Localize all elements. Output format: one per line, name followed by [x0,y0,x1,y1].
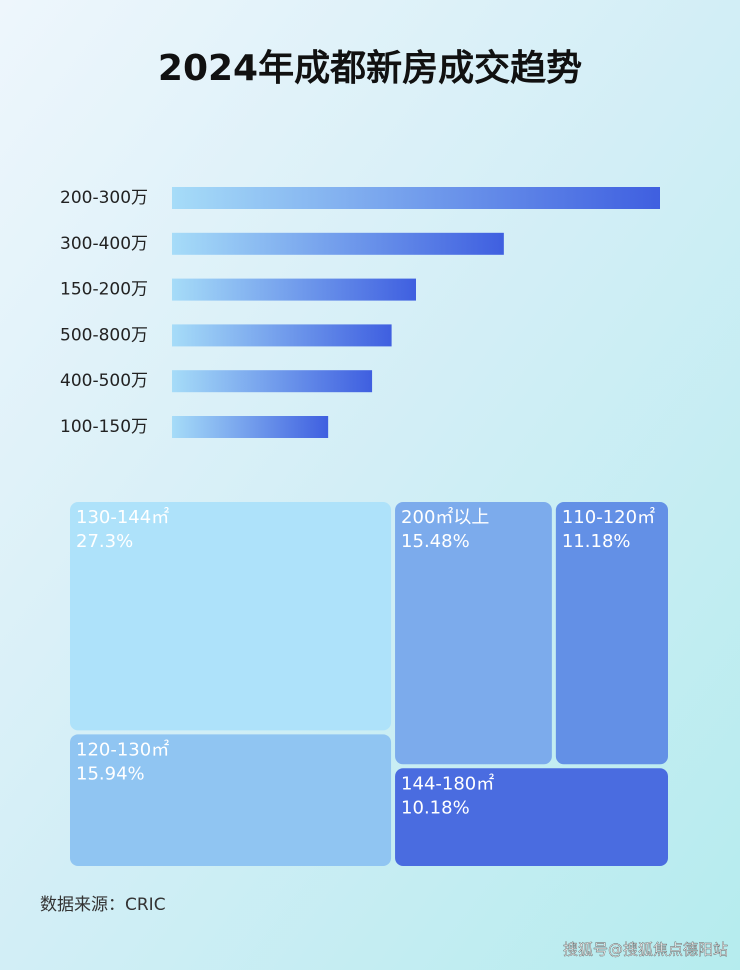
y-tick-label: 200-300万 [60,188,148,208]
cell-value: 10.18% [401,797,470,818]
page-title: 2024年成都新房成交趋势 [158,47,582,89]
watermark: 搜狐号@搜狐焦点德阳站 [563,941,728,959]
y-tick-label: 400-500万 [60,371,148,391]
y-tick-label: 100-150万 [60,417,148,437]
treemap-cell [555,502,668,765]
bar [172,370,373,393]
bar [172,187,660,209]
bar [172,324,392,347]
treemap-cell [395,768,668,866]
y-tick-label: 500-800万 [60,325,148,345]
source: 数据来源：CRIC [40,895,166,915]
cell-label: 130-144㎡ [76,506,169,528]
cell-value: 15.48% [401,531,470,552]
cell-value: 15.94% [76,763,145,784]
cell-label: 144-180㎡ [401,772,494,794]
y-tick-label: 150-200万 [60,280,148,300]
cell-label: 120-130㎡ [76,738,169,760]
cell-label: 110-120㎡ [562,506,655,528]
bar [172,278,416,301]
cell-label: 200㎡以上 [401,506,489,528]
treemap-cell [70,734,392,866]
bar [172,232,504,255]
cell-value: 27.3% [76,531,133,552]
cell-value: 11.18% [562,531,631,552]
bar [172,416,329,438]
treemap-cell [395,502,552,765]
y-tick-label: 300-400万 [60,234,148,254]
treemap-cell [70,502,392,731]
